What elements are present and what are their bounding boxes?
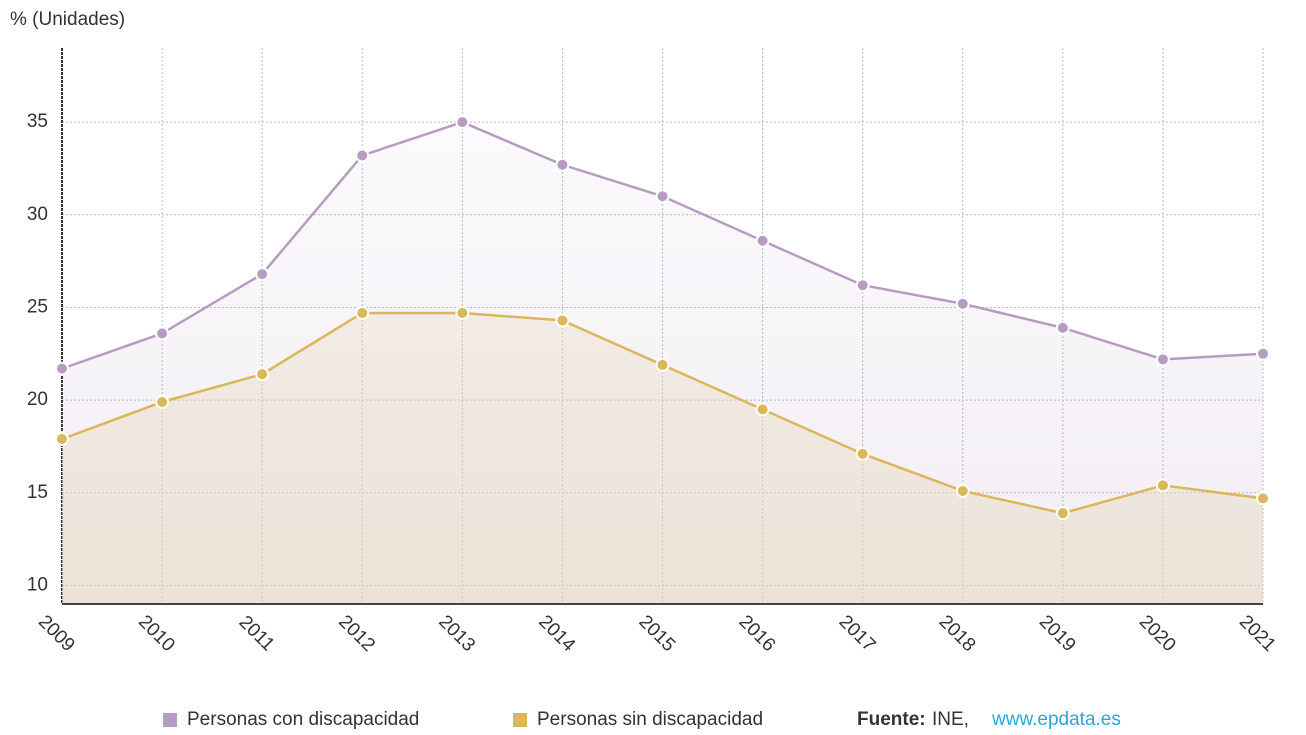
source: INE, bbox=[932, 709, 969, 730]
point bbox=[155, 326, 170, 341]
point bbox=[655, 189, 670, 204]
legend-label: Personas con discapacidad bbox=[187, 709, 419, 730]
point bbox=[355, 306, 370, 321]
point bbox=[355, 148, 370, 163]
point bbox=[555, 313, 570, 328]
x-tick-label: 2009 bbox=[34, 611, 79, 656]
point bbox=[855, 278, 870, 293]
point bbox=[255, 267, 270, 282]
point bbox=[1055, 506, 1070, 521]
y-tick-label: 25 bbox=[27, 296, 48, 317]
x-tick-label: 2012 bbox=[334, 611, 379, 656]
x-tick-label: 2021 bbox=[1235, 611, 1280, 656]
point bbox=[755, 402, 770, 417]
point bbox=[555, 157, 570, 172]
legend-swatch bbox=[513, 713, 527, 727]
point bbox=[1256, 346, 1270, 361]
point bbox=[255, 367, 270, 382]
point bbox=[955, 296, 970, 311]
x-tick-label: 2010 bbox=[134, 611, 179, 656]
y-tick-label: 20 bbox=[27, 389, 48, 410]
x-tick-label: 2017 bbox=[835, 611, 880, 656]
legend: Personas con discapacidad Personas sin di… bbox=[163, 709, 763, 730]
point bbox=[1256, 491, 1270, 506]
point bbox=[55, 432, 69, 447]
point bbox=[1055, 320, 1070, 335]
point bbox=[55, 361, 69, 376]
y-tick-label: 15 bbox=[27, 482, 48, 503]
point bbox=[655, 357, 670, 372]
point bbox=[455, 115, 470, 130]
y-tick-label: 10 bbox=[27, 574, 48, 595]
x-tick-label: 2013 bbox=[434, 611, 479, 656]
area bbox=[62, 313, 1263, 604]
point bbox=[1155, 352, 1170, 367]
legend-swatch bbox=[163, 713, 177, 727]
point bbox=[155, 394, 170, 409]
x-tick-label: 2011 bbox=[235, 612, 279, 656]
source-link[interactable]: www.epdata.es bbox=[991, 709, 1121, 730]
y-tick-label: 30 bbox=[27, 204, 48, 225]
point bbox=[455, 306, 470, 321]
y-tick-label: 35 bbox=[27, 111, 48, 132]
x-tick-label: 2018 bbox=[935, 611, 980, 656]
point bbox=[1155, 478, 1170, 493]
x-tick-label: 2020 bbox=[1135, 611, 1180, 656]
y-axis-label: % (Unidades) bbox=[10, 9, 125, 30]
x-tick-label: 2014 bbox=[534, 611, 579, 656]
legend-label: Personas sin discapacidad bbox=[537, 709, 763, 730]
x-tick-label: 2015 bbox=[634, 611, 679, 656]
source-label: Fuente: bbox=[857, 709, 926, 730]
point bbox=[855, 446, 870, 461]
x-tick-label: 2019 bbox=[1035, 611, 1080, 656]
x-tick-label: 2016 bbox=[735, 611, 780, 656]
point bbox=[755, 233, 770, 248]
point bbox=[955, 483, 970, 498]
